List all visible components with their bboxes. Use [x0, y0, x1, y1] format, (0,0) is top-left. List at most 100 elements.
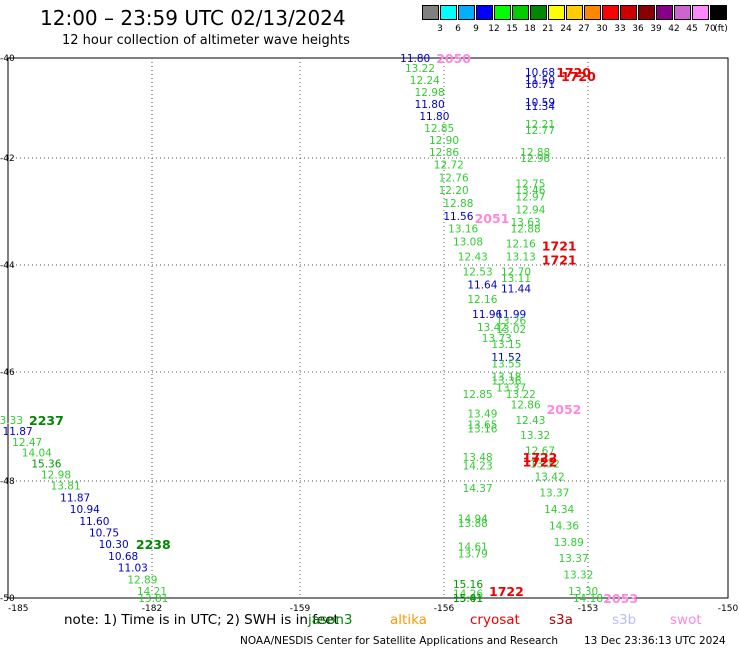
wave-height-value: 13.16 — [467, 424, 497, 436]
wave-height-value: 14.61 — [458, 542, 488, 554]
colorbar-label: 21 — [542, 24, 554, 34]
wave-height-value: 13.42 — [535, 472, 565, 484]
longitude-label: -159 — [290, 604, 311, 614]
wave-height-value: 12.47 — [12, 437, 42, 449]
wave-height-value: 12.86 — [429, 147, 459, 159]
units-note: note: 1) Time is in UTC; 2) SWH is in fe… — [64, 612, 339, 628]
colorbar-label: 15 — [506, 24, 518, 34]
map-frame — [7, 57, 729, 599]
pass-time-label: 1722 — [523, 450, 558, 465]
wave-height-value: 11.52 — [491, 352, 521, 364]
wave-height-value: 12.20 — [439, 185, 469, 197]
satellite-legend: jason3 altika cryosat s3a s3b swot — [0, 612, 740, 630]
latitude-label: -46 — [0, 368, 15, 378]
wave-height-value: 11.80 — [400, 53, 430, 65]
pass-time-label: 1722 — [489, 584, 524, 599]
wave-height-value: 12.77 — [525, 125, 555, 137]
wave-height-value: 11.80 — [419, 111, 449, 123]
wave-height-value: 13.36 — [491, 376, 521, 388]
wave-height-value: 14.21 — [137, 586, 167, 598]
wave-height-value: 13.65 — [467, 419, 497, 431]
pass-time-label: 2051 — [475, 211, 510, 226]
wave-height-value: 13.26 — [496, 316, 526, 328]
wave-height-value: 13.79 — [458, 549, 488, 561]
wave-height-value: 13.13 — [506, 251, 536, 263]
wave-height-value: 13.46 — [515, 185, 545, 197]
colorbar-label: 70 — [704, 24, 716, 34]
wave-height-value: 12.43 — [515, 415, 545, 427]
colorbar-label: 3 — [437, 24, 443, 34]
wave-height-value: 13.55 — [491, 358, 521, 370]
wave-height-value: 12.97 — [515, 192, 545, 204]
wave-height-value: 13.81 — [51, 481, 81, 493]
wave-height-value: 12.88 — [511, 224, 541, 236]
wave-height-value: 13.32 — [563, 570, 593, 582]
wave-height-value: 14.18 — [573, 593, 603, 605]
wave-height-value: 13.49 — [467, 408, 497, 420]
wave-height-value: 11.80 — [415, 99, 445, 111]
pass-time-label: 1720 — [561, 69, 596, 84]
credit-text: NOAA/NESDIS Center for Satellite Applica… — [240, 635, 558, 647]
colorbar-swatch — [566, 5, 583, 20]
wave-height-value: 15.16 — [453, 579, 483, 591]
wave-height-value: 10.68 — [525, 67, 555, 79]
wave-height-value: 12.21 — [525, 119, 555, 131]
wave-height-value: 13.88 — [458, 518, 488, 530]
latitude-label: -44 — [0, 261, 15, 271]
colorbar-label: 42 — [668, 24, 680, 34]
wave-height-value: 13.37 — [496, 382, 526, 394]
wave-height-value: 13.33 — [0, 415, 23, 427]
colorbar-label: 9 — [473, 24, 479, 34]
wave-height-value: 14.26 — [453, 588, 483, 600]
colorbar-swatch — [602, 5, 619, 20]
wave-height-value: 12.98 — [520, 153, 550, 165]
wave-height-value: 13.08 — [453, 236, 483, 248]
wave-height-value: 12.70 — [501, 266, 531, 278]
generated-timestamp: 13 Dec 23:36:13 UTC 2024 — [584, 635, 726, 647]
wave-height-value: 14.34 — [544, 504, 574, 516]
colorbar-swatch — [674, 5, 691, 20]
colorbar-swatch — [512, 5, 529, 20]
wave-height-value: 12.94 — [515, 204, 545, 216]
wave-height-value: 11.99 — [496, 309, 526, 321]
pass-time-label: 2238 — [136, 537, 171, 552]
wave-height-value: 11.34 — [525, 101, 555, 113]
wave-height-value: 12.67 — [525, 445, 555, 457]
wave-height-value: 11.87 — [60, 492, 90, 504]
latitude-label: -42 — [0, 154, 15, 164]
wave-height-value: 12.85 — [424, 123, 454, 135]
satellite-legend-s3b: s3b — [612, 612, 637, 628]
wave-height-value: 13.63 — [511, 217, 541, 229]
colorbar-swatch — [620, 5, 637, 20]
wave-height-value: 13.16 — [448, 224, 478, 236]
wave-height-value: 12.98 — [415, 87, 445, 99]
colorbar-swatch — [494, 5, 511, 20]
colorbar-swatch — [440, 5, 457, 20]
longitude-label: -153 — [578, 604, 598, 614]
colorbar-swatch — [692, 5, 709, 20]
wave-height-value: 11.60 — [79, 516, 109, 528]
wave-height-value: 14.37 — [463, 483, 493, 495]
longitude-label: -185 — [8, 604, 28, 614]
wave-height-value: 13.37 — [539, 488, 569, 500]
pass-time-label: 2052 — [547, 402, 582, 417]
wave-height-value: 15.41 — [453, 593, 483, 605]
wave-height-value: 12.86 — [511, 400, 541, 412]
wave-height-value: 14.23 — [463, 461, 493, 473]
wave-height-value: 15.01 — [453, 593, 483, 605]
wave-height-value: 13.11 — [501, 273, 531, 285]
wave-height-value: 13.02 — [496, 324, 526, 336]
wave-height-value: 12.72 — [434, 159, 464, 171]
wave-height-value: 11.44 — [501, 284, 531, 296]
satellite-legend-jason3: jason3 — [308, 612, 353, 628]
wave-height-value: 10.30 — [99, 539, 129, 551]
pass-time-label: 2050 — [436, 51, 471, 66]
wave-height-value: 12.88 — [443, 198, 473, 210]
pass-time-label: 1720 — [556, 65, 591, 80]
wave-height-value: 12.98 — [41, 469, 71, 481]
wave-height-value: 14.94 — [458, 513, 488, 525]
colorbar-swatch — [638, 5, 655, 20]
wave-height-value: 13.37 — [559, 553, 589, 565]
colorbar-swatch — [584, 5, 601, 20]
